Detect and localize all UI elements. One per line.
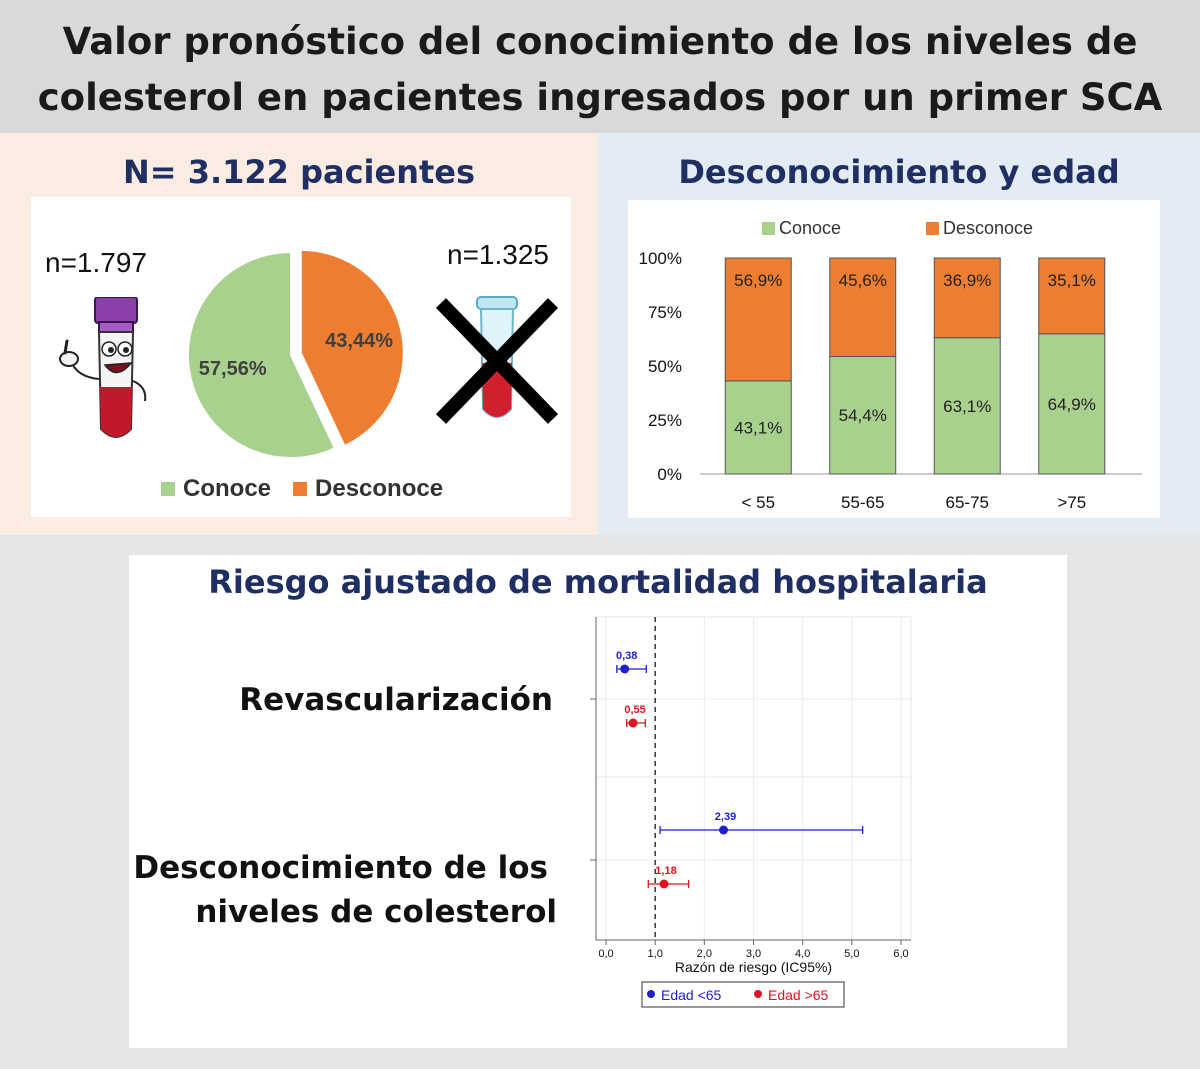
bar-segment-desconoce <box>933 257 1001 339</box>
forest-legend-label: Edad >65 <box>768 987 829 1003</box>
x-tick-label: 55-65 <box>841 493 884 512</box>
bar-value-label: 64,9% <box>1048 395 1096 414</box>
forest-legend-label: Edad <65 <box>661 987 722 1003</box>
bar-segment-desconoce <box>1038 257 1106 335</box>
title-line-2: colesterol en pacientes ingresados por u… <box>37 76 1163 119</box>
bar-segment-conoce <box>933 337 1001 475</box>
bar-value-label: 36,9% <box>943 271 991 290</box>
forest-x-tick-label: 2,0 <box>697 948 712 960</box>
forest-point <box>620 664 630 674</box>
legend-swatch-desconoce <box>293 482 308 496</box>
y-tick-label: 0% <box>657 465 682 484</box>
forest-point <box>628 718 638 728</box>
bar-value-label: 35,1% <box>1048 271 1096 290</box>
n-known-label: n=1.797 <box>45 247 147 278</box>
pie-chart: 57,56% 43,44% <box>187 248 405 459</box>
forest-point-label: 0,38 <box>616 650 637 662</box>
pie-card: n=1.797 n=1.325 57,56% 43,44% <box>31 197 571 517</box>
mortality-title: Riesgo ajustado de mortalidad hospitalar… <box>208 563 988 601</box>
bar-legend-swatch-conoce <box>762 222 775 235</box>
bar-segment-desconoce <box>829 257 897 357</box>
forest-legend-box <box>641 981 845 1008</box>
forest-point-label: 1,18 <box>655 865 676 877</box>
bar-value-label: 43,1% <box>734 418 782 437</box>
forest-plot: 0,0 1,0 2,0 3,0 4,0 5,0 6,0 Razón de riesgo (IC… <box>590 616 912 1008</box>
mortality-panel: Riesgo ajustado de mortalidad hospitalar… <box>0 535 1200 1069</box>
bar-value-label: 54,4% <box>839 406 887 425</box>
forest-x-axis-label: Razón de riesgo (IC95%) <box>675 959 832 975</box>
stacked-bar-chart: Conoce Desconoce 0% 25% 50% 75% 100% 43,1% 56,9%… <box>639 218 1142 512</box>
pie-label-conoce: 57,56% <box>199 358 267 380</box>
forest-point <box>719 825 729 835</box>
age-title: Desconocimiento y edad <box>678 153 1120 191</box>
y-tick-label: 100% <box>639 249 682 268</box>
legend-swatch-conoce <box>161 482 175 496</box>
bar-segment-conoce <box>829 355 897 475</box>
pie-label-desconoce: 43,44% <box>325 330 393 352</box>
bar-card: Conoce Desconoce 0% 25% 50% 75% 100% 43,1% 56,9%… <box>628 200 1160 518</box>
bar-legend-label-desconoce: Desconoce <box>943 218 1033 238</box>
pie-slice-conoce <box>187 250 337 459</box>
patients-title: N= 3.122 pacientes <box>122 153 476 191</box>
legend-label-desconoce: Desconoce <box>315 475 444 502</box>
bar-segment-conoce <box>724 380 792 475</box>
header-banner: Valor pronóstico del conocimiento de los… <box>0 0 1200 133</box>
x-tick-label: >75 <box>1057 493 1086 512</box>
pie-slice-desconoce <box>299 248 405 448</box>
row-label-revascularizacion: Revascularización <box>239 682 553 718</box>
bar-legend-swatch-desconoce <box>926 222 939 235</box>
age-panel: Desconocimiento y edad Conoce Desconoce 0%… <box>598 133 1200 535</box>
forest-legend-marker <box>647 990 655 998</box>
crossed-test-tube-icon <box>435 296 559 424</box>
bar-legend-label-conoce: Conoce <box>779 218 841 238</box>
page-title: Valor pronóstico del conocimiento de los… <box>0 14 1200 126</box>
bar-segment-conoce <box>1038 333 1106 475</box>
x-tick-label: 65-75 <box>946 493 989 512</box>
row-label-desconocimiento-2: niveles de colesterol <box>195 894 557 930</box>
forest-x-tick-label: 3,0 <box>746 948 761 960</box>
patients-panel: N= 3.122 pacientes n=1.797 n=1.325 <box>0 133 598 535</box>
forest-x-tick-label: 5,0 <box>844 948 859 960</box>
row-label-desconocimiento-1: Desconocimiento de los <box>133 850 548 886</box>
forest-point-label: 0,55 <box>624 704 645 716</box>
forest-x-tick-label: 4,0 <box>795 948 810 960</box>
bar-value-label: 45,6% <box>839 271 887 290</box>
legend-label-conoce: Conoce <box>183 475 272 502</box>
pie-legend: Conoce Desconoce <box>161 475 443 503</box>
bar-value-label: 63,1% <box>943 397 991 416</box>
y-tick-label: 50% <box>648 357 682 376</box>
forest-x-tick-label: 1,0 <box>648 948 663 960</box>
forest-point <box>659 879 669 889</box>
n-unknown-label: n=1.325 <box>447 239 549 270</box>
bar-value-label: 56,9% <box>734 271 782 290</box>
happy-test-tube-icon <box>59 297 147 438</box>
forest-legend-marker <box>754 990 762 998</box>
forest-x-tick-label: 0,0 <box>598 948 613 960</box>
forest-point-label: 2,39 <box>715 811 736 823</box>
y-tick-label: 25% <box>648 411 682 430</box>
forest-card: Riesgo ajustado de mortalidad hospitalar… <box>129 555 1067 1048</box>
y-tick-label: 75% <box>648 303 682 322</box>
title-line-1: Valor pronóstico del conocimiento de los… <box>62 20 1138 63</box>
forest-x-tick-label: 6,0 <box>893 948 908 960</box>
bar-segment-desconoce <box>724 257 792 382</box>
x-tick-label: < 55 <box>741 493 775 512</box>
